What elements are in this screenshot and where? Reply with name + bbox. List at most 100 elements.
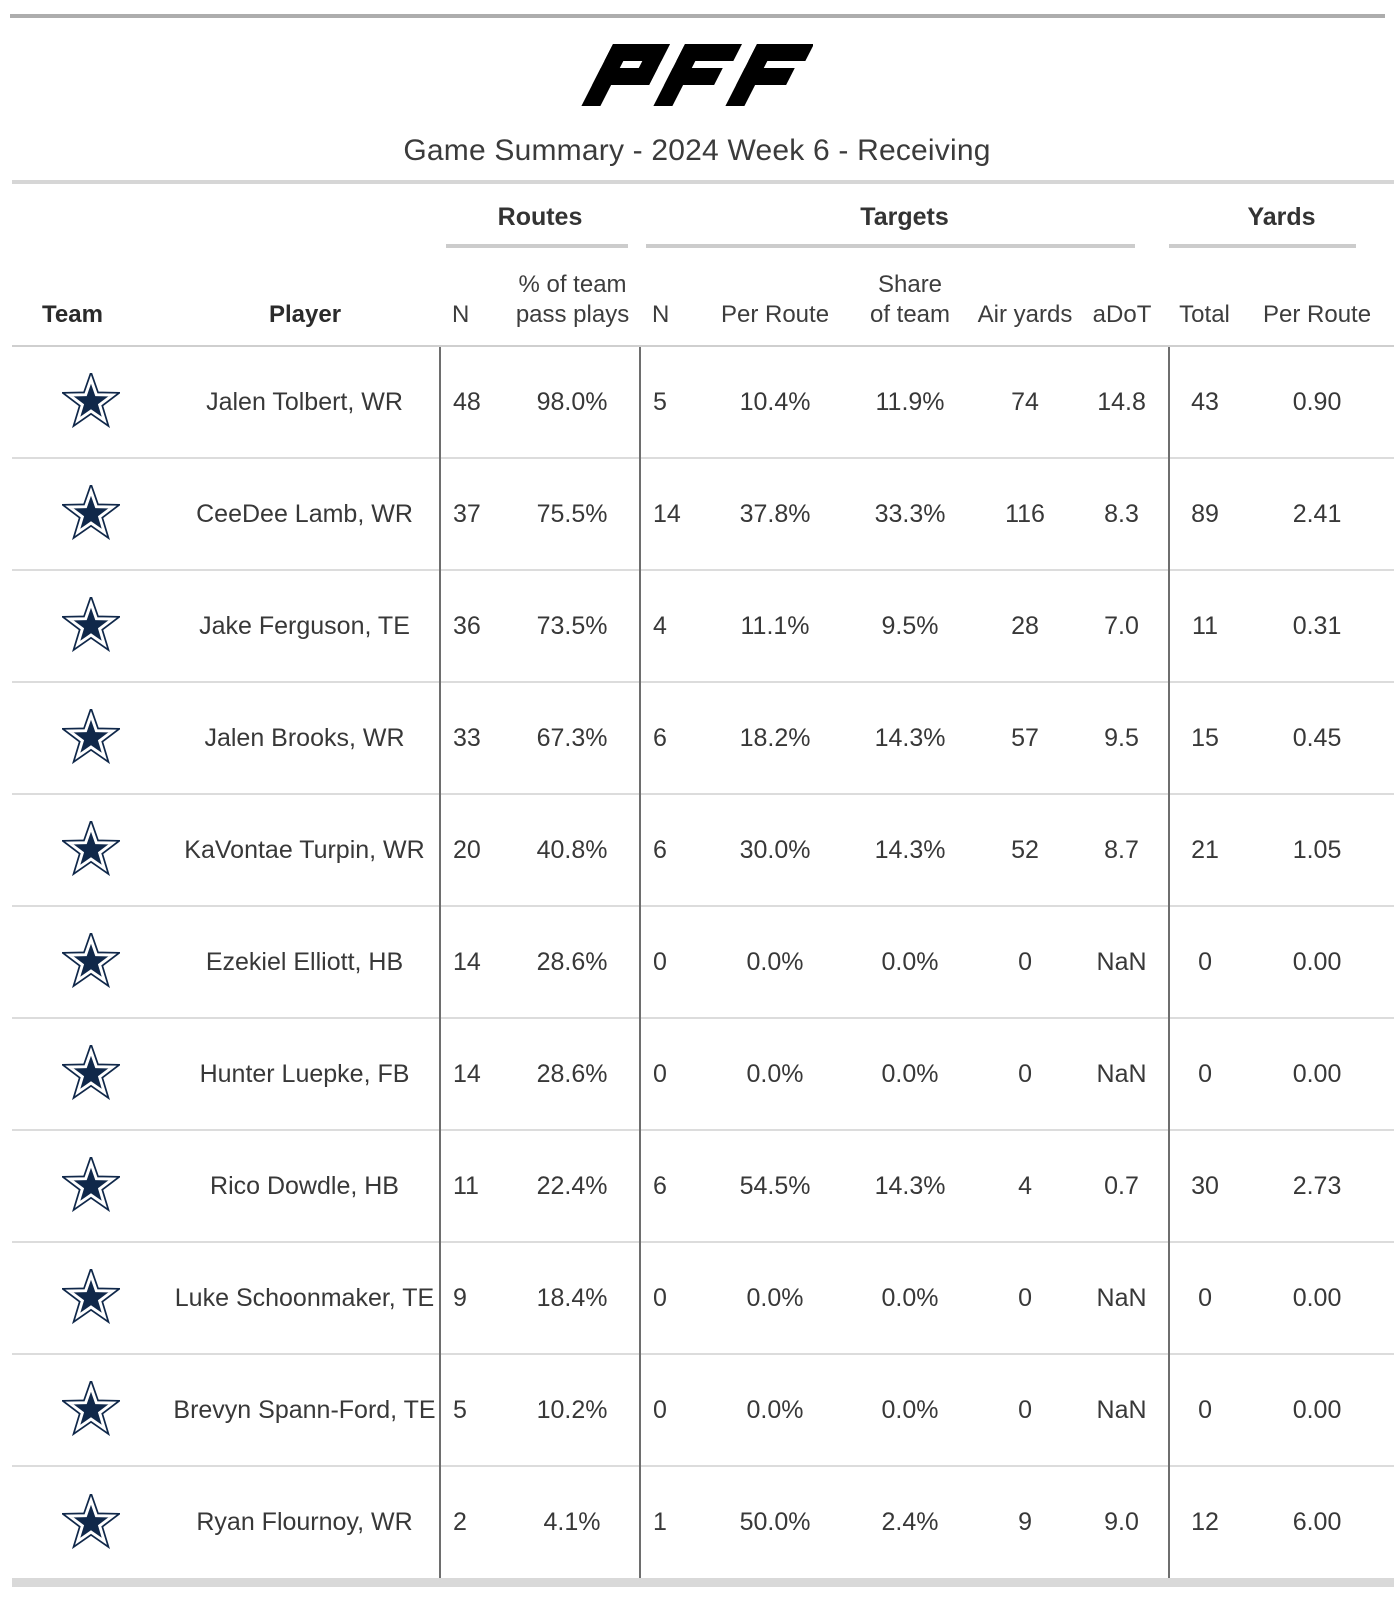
player-cell: Jake Ferguson, TE xyxy=(170,569,440,682)
targets-per-route-cell: 0.0% xyxy=(705,905,846,1018)
yards-total-cell: 0 xyxy=(1168,1353,1241,1466)
group-label-targets: Targets xyxy=(860,203,949,231)
table-row: Hunter Luepke, FB 14 28.6% 0 0.0% 0.0% 0… xyxy=(12,1017,1394,1130)
targets-per-route-cell: 50.0% xyxy=(705,1465,846,1578)
targets-per-route-cell: 11.1% xyxy=(705,569,846,682)
yards-per-route-cell: 1.05 xyxy=(1240,793,1394,906)
cowboys-star-icon xyxy=(60,929,122,989)
yards-total-cell: 12 xyxy=(1168,1465,1241,1578)
cowboys-star-icon xyxy=(60,1265,122,1325)
cowboys-star-icon xyxy=(60,1041,122,1101)
group-header-targets: Targets xyxy=(640,182,1169,248)
routes-n-cell: 11 xyxy=(439,1129,505,1242)
yards-total-cell: 0 xyxy=(1168,1241,1241,1354)
targets-per-route-cell: 0.0% xyxy=(705,1353,846,1466)
column-header-row: Team Player N % of team pass plays N Per… xyxy=(12,248,1394,347)
air-yards-cell: 57 xyxy=(975,681,1076,794)
yards-per-route-cell: 0.00 xyxy=(1240,905,1394,1018)
adot-cell: 14.8 xyxy=(1097,387,1146,416)
player-cell: Rico Dowdle, HB xyxy=(170,1129,440,1242)
col-header-air-yards: Air yards xyxy=(975,248,1076,347)
cowboys-star-icon xyxy=(60,593,122,653)
routes-n-cell: 14 xyxy=(439,1017,505,1130)
adot-cell: 8.7 xyxy=(1075,793,1170,906)
adot-cell: 7.0 xyxy=(1075,569,1170,682)
routes-n-cell: 2 xyxy=(439,1465,505,1578)
yards-per-route-cell: 0.00 xyxy=(1240,1353,1394,1466)
targets-per-route-cell: 10.4% xyxy=(739,387,811,416)
team-cell xyxy=(12,1017,170,1130)
adot-cell: 9.0 xyxy=(1075,1465,1170,1578)
col-header-yards-total: Total xyxy=(1169,248,1241,347)
table-row: Ezekiel Elliott, HB 14 28.6% 0 0.0% 0.0%… xyxy=(12,905,1394,1018)
adot-cell: 0.7 xyxy=(1075,1129,1170,1242)
targets-share-cell: 0.0% xyxy=(845,905,976,1018)
cowboys-star-icon xyxy=(60,705,122,765)
air-yards-cell: 74 xyxy=(1011,387,1039,416)
targets-n-cell: 6 xyxy=(639,681,706,794)
col-header-targets-n: N xyxy=(640,248,706,347)
adot-cell: NaN xyxy=(1075,905,1170,1018)
yards-total-cell: 43 xyxy=(1168,346,1241,458)
table-row: CeeDee Lamb, WR 37 75.5% 14 37.8% 33.3% … xyxy=(12,457,1394,570)
air-yards-cell: 28 xyxy=(975,569,1076,682)
group-spacer xyxy=(12,182,440,248)
col-header-routes-pct: % of team pass plays xyxy=(505,248,641,347)
routes-n-cell: 20 xyxy=(439,793,505,906)
routes-n-cell: 33 xyxy=(439,681,505,794)
yards-total-cell: 11 xyxy=(1168,569,1241,682)
targets-share-cell: 33.3% xyxy=(845,457,976,570)
player-cell: Ezekiel Elliott, HB xyxy=(170,905,440,1018)
player-cell: Jalen Tolbert, WR xyxy=(206,387,403,416)
table-row: KaVontae Turpin, WR 20 40.8% 6 30.0% 14.… xyxy=(12,793,1394,906)
targets-share-cell: 9.5% xyxy=(845,569,976,682)
targets-n-cell: 6 xyxy=(639,1129,706,1242)
routes-n-cell: 5 xyxy=(439,1353,505,1466)
targets-share-cell: 2.4% xyxy=(845,1465,976,1578)
team-cell xyxy=(12,905,170,1018)
group-label-routes: Routes xyxy=(497,203,583,231)
col-header-player: Player xyxy=(170,248,440,347)
brand-header xyxy=(0,44,1394,106)
table-row: Brevyn Spann-Ford, TE 5 10.2% 0 0.0% 0.0… xyxy=(12,1353,1394,1466)
group-header-routes: Routes xyxy=(440,182,640,248)
routes-pct-cell: 67.3% xyxy=(505,681,641,794)
col-header-per-route: Per Route xyxy=(705,248,846,347)
yards-total-cell: 30 xyxy=(1168,1129,1241,1242)
table-row: Jalen Tolbert, WR 48 98.0% 5 10.4% 11.9%… xyxy=(12,346,1394,458)
top-divider xyxy=(10,14,1385,18)
group-label-yards: Yards xyxy=(1247,203,1316,231)
group-header-yards: Yards xyxy=(1169,182,1394,248)
targets-n-cell: 14 xyxy=(639,457,706,570)
table-row: Jalen Brooks, WR 33 67.3% 6 18.2% 14.3% … xyxy=(12,681,1394,794)
adot-cell: NaN xyxy=(1075,1353,1170,1466)
yards-total-cell: 0 xyxy=(1168,1017,1241,1130)
yards-per-route-cell: 0.00 xyxy=(1240,1017,1394,1130)
team-cell xyxy=(12,1353,170,1466)
yards-per-route-cell: 0.90 xyxy=(1292,387,1342,416)
yards-total-cell: 21 xyxy=(1168,793,1241,906)
col-header-yards-per-route: Per Route xyxy=(1240,248,1394,347)
routes-n-cell: 37 xyxy=(439,457,505,570)
player-cell: Hunter Luepke, FB xyxy=(170,1017,440,1130)
adot-cell: NaN xyxy=(1075,1017,1170,1130)
cowboys-star-icon xyxy=(60,1153,122,1213)
table-row: Luke Schoonmaker, TE 9 18.4% 0 0.0% 0.0%… xyxy=(12,1241,1394,1354)
cowboys-star-icon xyxy=(60,481,122,541)
routes-pct-cell: 98.0% xyxy=(536,387,608,416)
air-yards-cell: 0 xyxy=(975,1353,1076,1466)
table-row: Jake Ferguson, TE 36 73.5% 4 11.1% 9.5% … xyxy=(12,569,1394,682)
routes-pct-cell: 10.2% xyxy=(505,1353,641,1466)
targets-per-route-cell: 0.0% xyxy=(705,1241,846,1354)
air-yards-cell: 0 xyxy=(975,905,1076,1018)
targets-n-cell: 5 xyxy=(639,346,706,458)
routes-pct-cell: 4.1% xyxy=(505,1465,641,1578)
cowboys-star-icon xyxy=(60,369,122,429)
targets-per-route-cell: 0.0% xyxy=(705,1017,846,1130)
air-yards-cell: 9 xyxy=(975,1465,1076,1578)
air-yards-cell: 0 xyxy=(975,1017,1076,1130)
targets-per-route-cell: 30.0% xyxy=(705,793,846,906)
receiving-stats-table: Routes Targets Yards Team Player N % of … xyxy=(12,180,1394,1578)
air-yards-cell: 52 xyxy=(975,793,1076,906)
team-cell xyxy=(12,793,170,906)
